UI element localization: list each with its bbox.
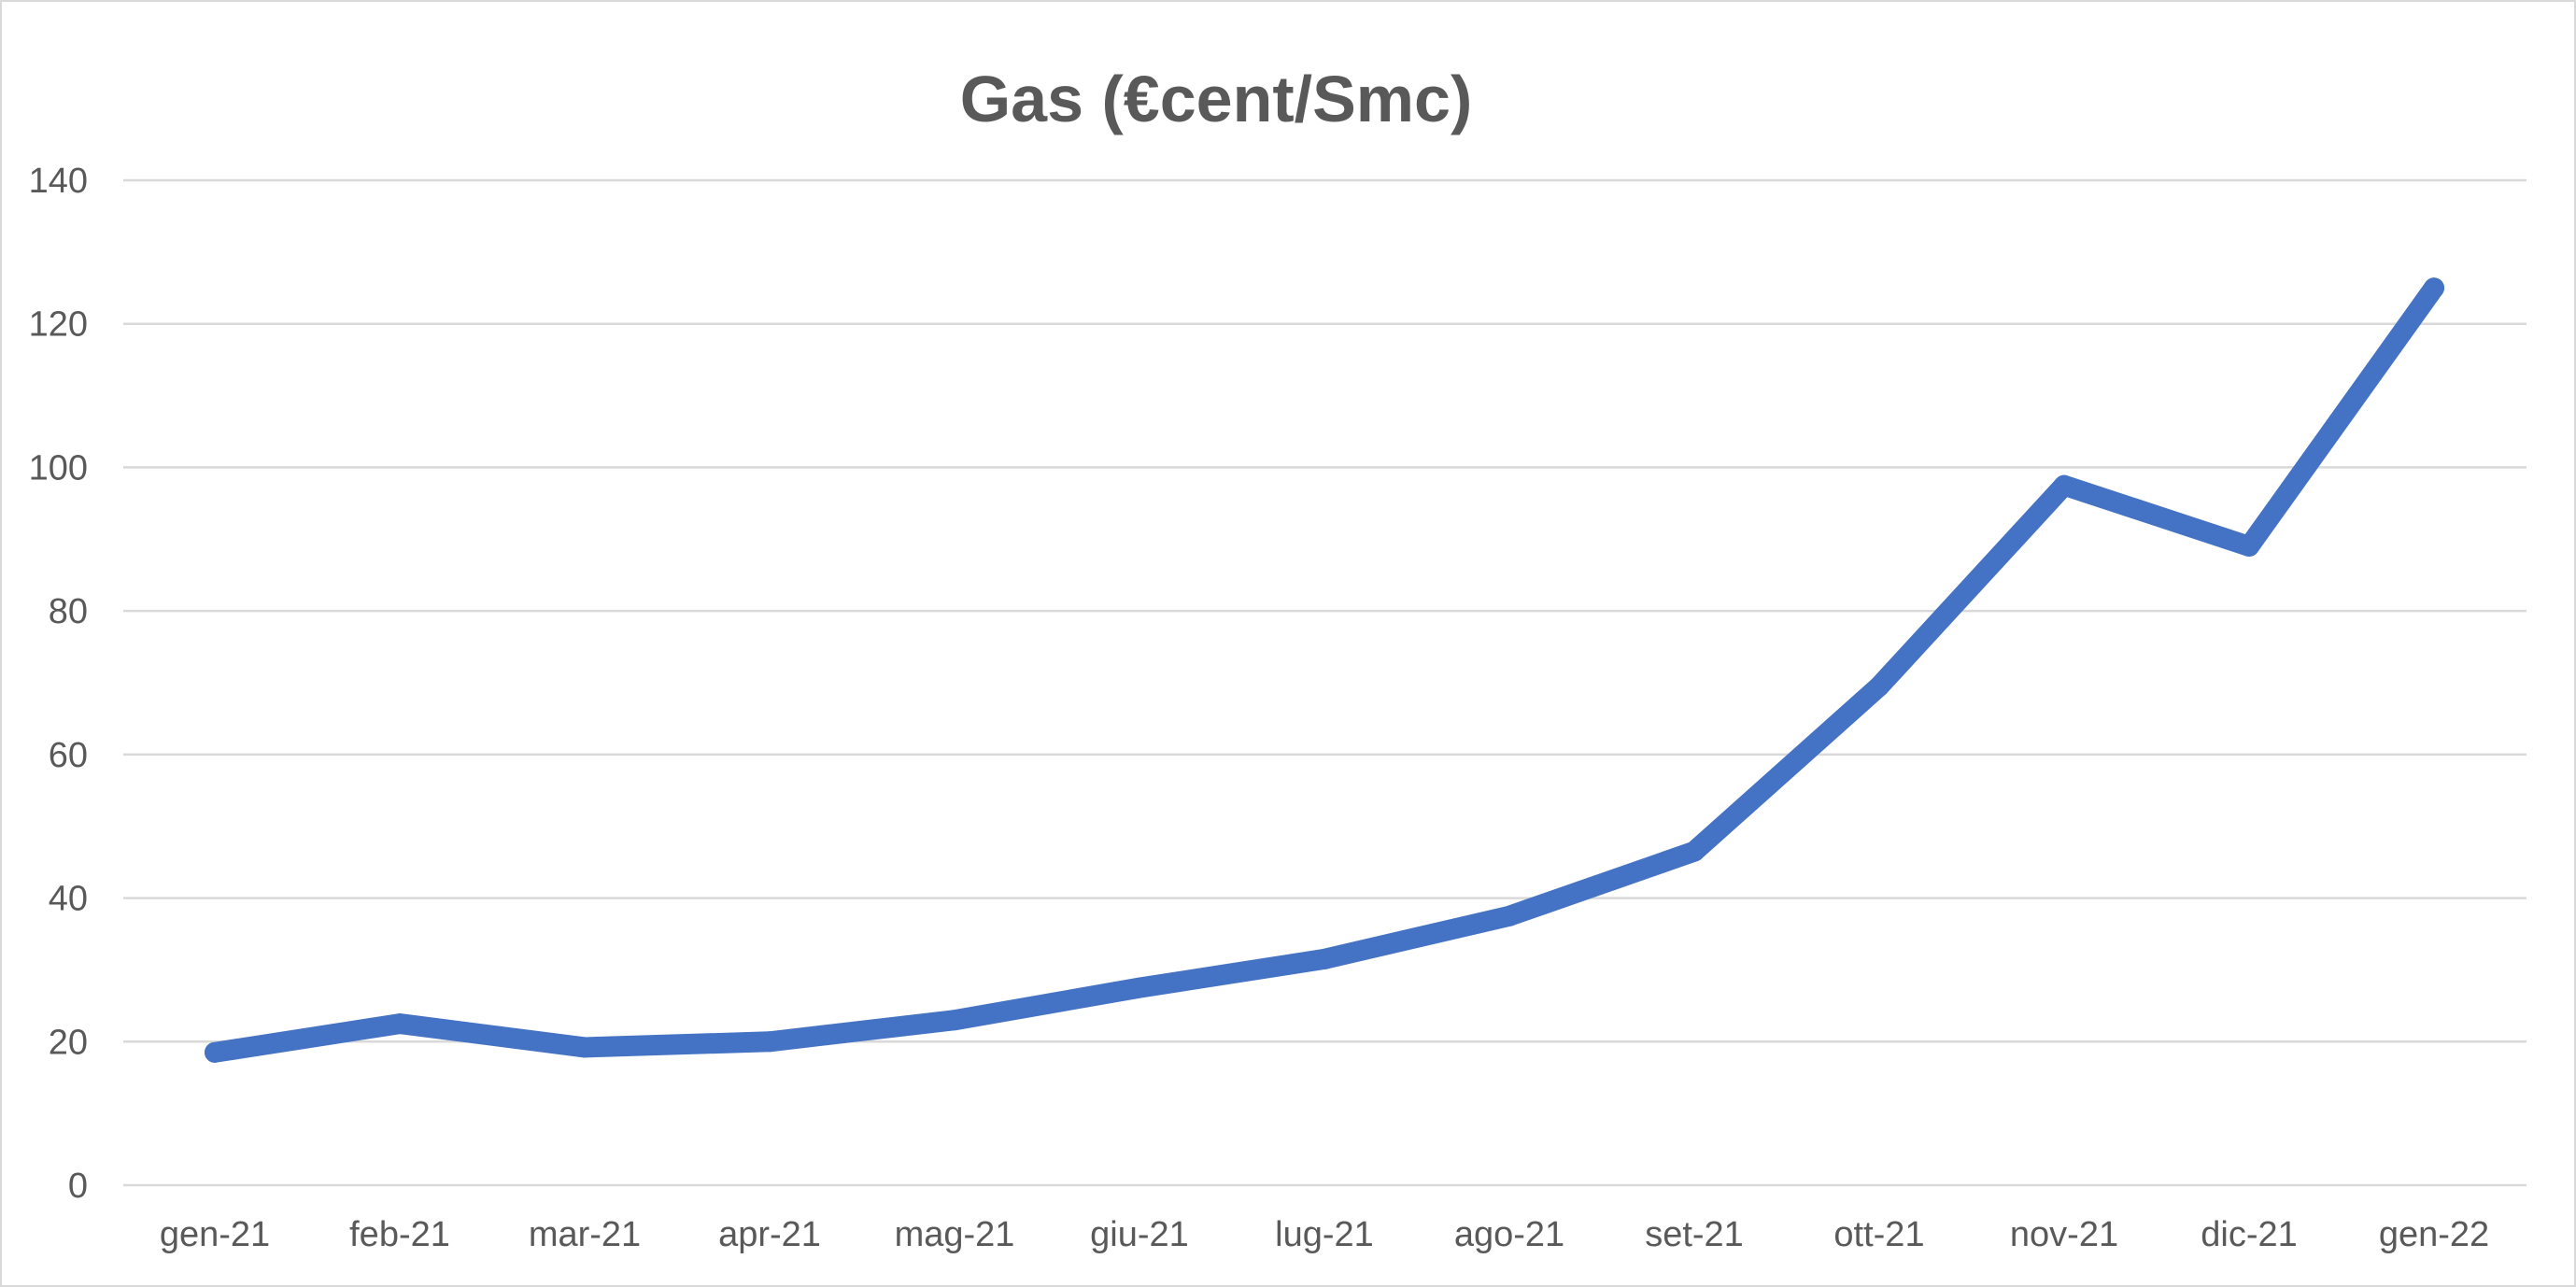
x-tick-label: lug-21 (1275, 1215, 1374, 1254)
y-tick-label: 120 (29, 305, 88, 345)
x-tick-label: gen-21 (160, 1215, 270, 1254)
x-tick-label: apr-21 (718, 1215, 821, 1254)
x-tick-label: mag-21 (895, 1215, 1015, 1254)
x-tick-label: set-21 (1645, 1215, 1744, 1254)
data-point-mar-21 (574, 1037, 595, 1058)
series-layer (205, 277, 2444, 1063)
data-point-mag-21 (944, 1010, 965, 1031)
x-tick-label: nov-21 (2010, 1215, 2118, 1254)
y-tick-label: 60 (49, 736, 88, 775)
y-tick-label: 40 (49, 880, 88, 919)
y-axis-tick-labels: 0 20 40 60 80 100 120 140 (29, 162, 88, 1206)
x-tick-label: ago-21 (1454, 1215, 1564, 1254)
data-point-dic-21 (2239, 535, 2259, 557)
data-point-apr-21 (759, 1031, 780, 1053)
data-point-feb-21 (389, 1013, 410, 1035)
data-point-gen-21 (205, 1041, 225, 1063)
series-line (205, 277, 2444, 1063)
data-point-ott-21 (1869, 675, 1890, 697)
y-tick-label: 100 (29, 448, 88, 488)
x-tick-label: gen-22 (2379, 1215, 2489, 1254)
y-tick-label: 0 (68, 1167, 88, 1206)
x-tick-label: dic-21 (2201, 1215, 2298, 1254)
y-tick-label: 20 (49, 1023, 88, 1062)
data-point-gen-22 (2424, 277, 2444, 299)
x-tick-label: mar-21 (529, 1215, 641, 1254)
y-tick-label: 140 (29, 162, 88, 201)
x-tick-label: ott-21 (1833, 1215, 1924, 1254)
chart-title: Gas (€cent/Smc) (960, 63, 1473, 135)
x-axis-tick-labels: gen-21 feb-21 mar-21 apr-21 mag-21 giu-21 lug-… (160, 1215, 2489, 1254)
data-point-giu-21 (1129, 977, 1150, 998)
data-point-set-21 (1684, 841, 1705, 862)
x-tick-label: feb-21 (349, 1215, 450, 1254)
data-point-nov-21 (2054, 474, 2074, 496)
y-tick-label: 80 (49, 592, 88, 631)
x-tick-label: giu-21 (1090, 1215, 1189, 1254)
data-point-lug-21 (1314, 948, 1335, 969)
data-point-ago-21 (1499, 905, 1520, 926)
